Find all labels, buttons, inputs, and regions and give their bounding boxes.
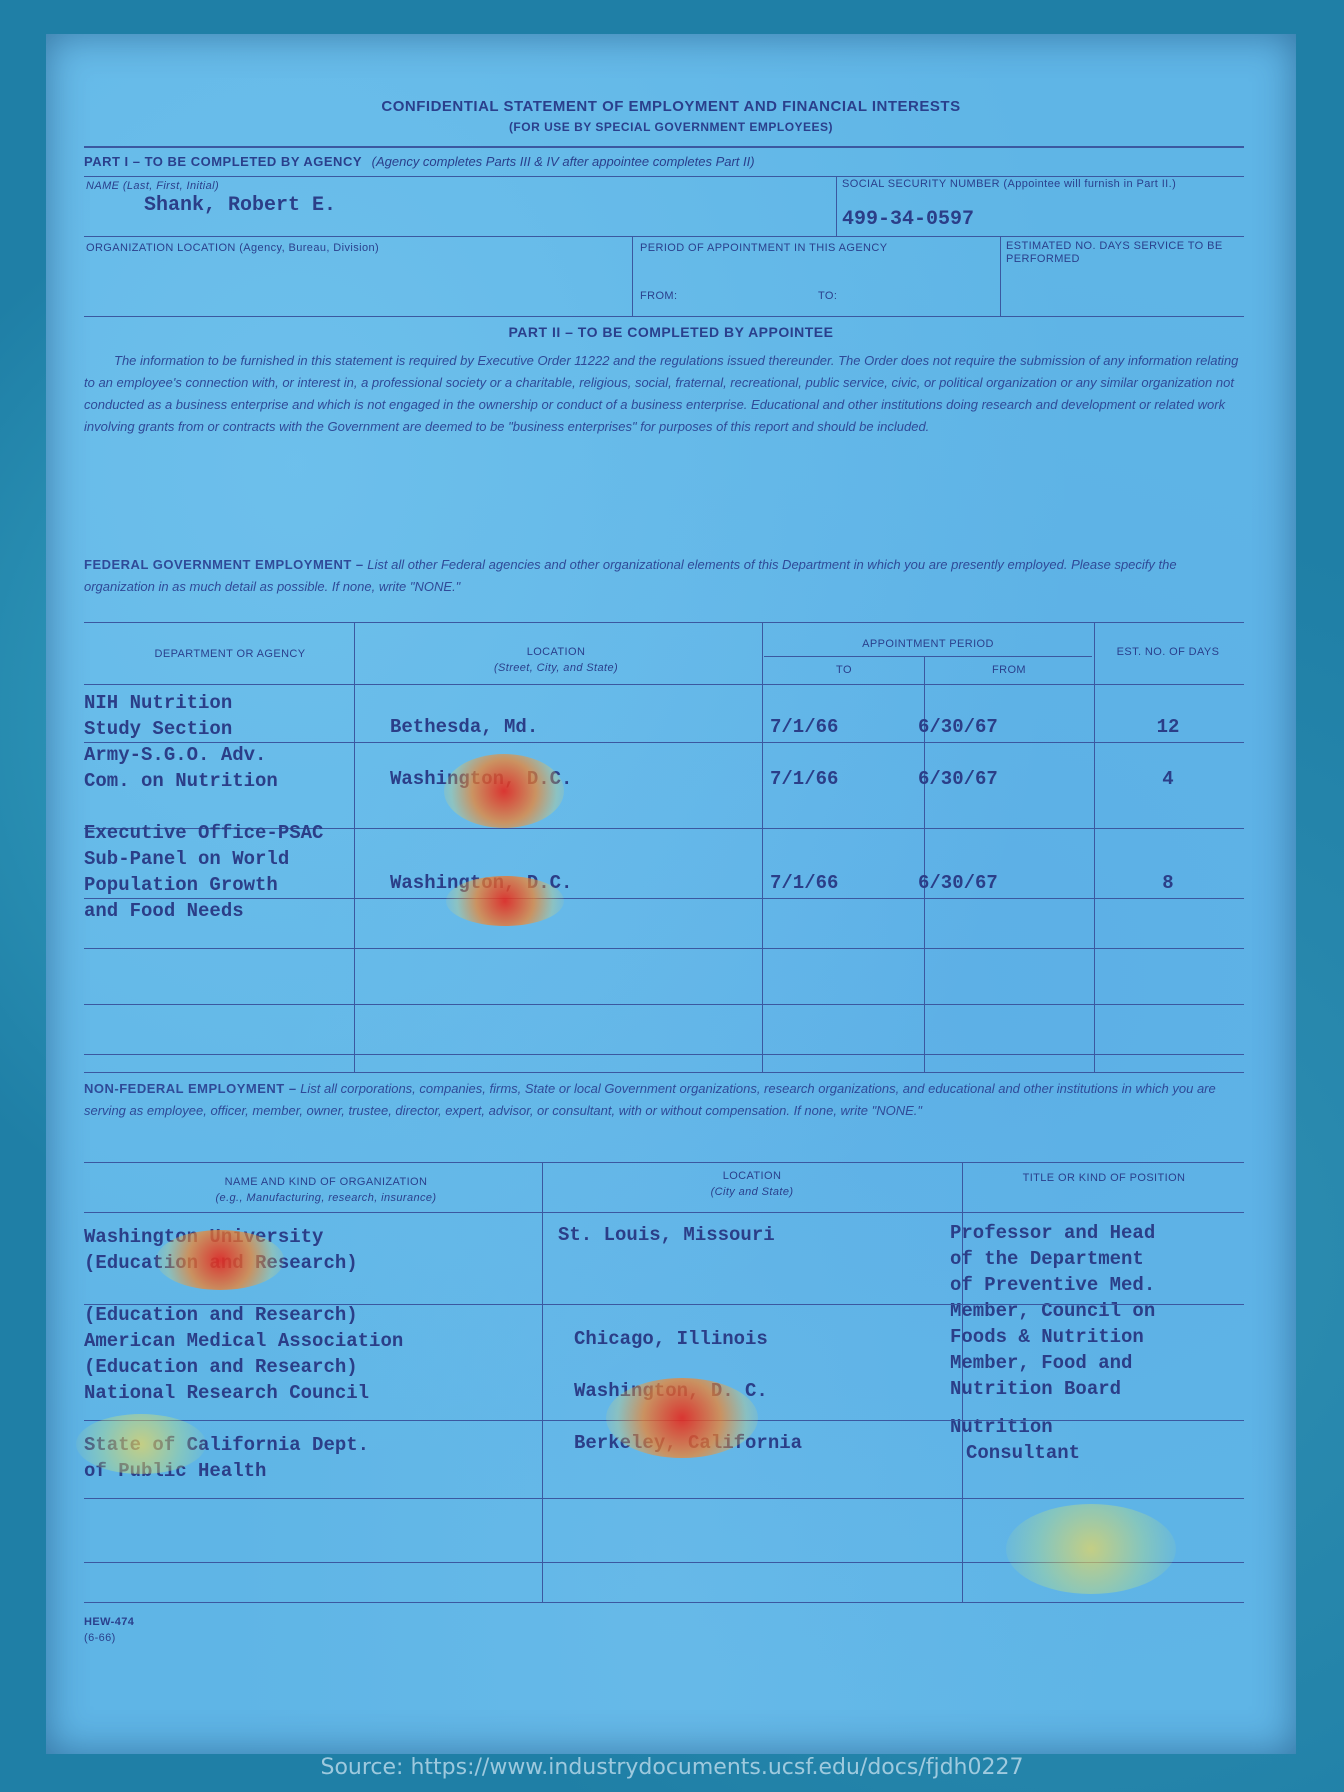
part2-heading: PART II – TO BE COMPLETED BY APPOINTEE: [508, 324, 834, 340]
fed-row3-dept-line2: Sub-Panel on World: [84, 848, 290, 870]
fed-col-to-header: TO: [836, 664, 852, 676]
form-subtitle: (FOR USE BY SPECIAL GOVERNMENT EMPLOYEES…: [508, 120, 834, 134]
federal-instructions: List all other Federal agencies and othe…: [84, 557, 1177, 594]
list-item: Foods & Nutrition: [950, 1326, 1144, 1348]
federal-instructions-block: FEDERAL GOVERNMENT EMPLOYMENT – List all…: [84, 554, 1244, 598]
list-item: Consultant: [966, 1442, 1081, 1464]
ssn-label: SOCIAL SECURITY NUMBER (Appointee will f…: [842, 178, 1177, 190]
list-item: (Education and Research): [84, 1356, 358, 1378]
fed-col-dept-header: DEPARTMENT OR AGENCY: [154, 648, 306, 660]
form-title: CONFIDENTIAL STATEMENT OF EMPLOYMENT AND…: [381, 98, 961, 115]
org-label: ORGANIZATION LOCATION (Agency, Bureau, D…: [86, 242, 380, 254]
heat-spot: [76, 1414, 206, 1474]
fed-row1-days: 12: [1156, 716, 1180, 738]
nonfed-col2-line1: St. Louis, Missouri: [558, 1224, 775, 1246]
fed-row3-dept-line4: and Food Needs: [84, 900, 244, 922]
fed-col-location-sub: (Street, City, and State): [493, 662, 619, 674]
fed-row3-to: 7/1/66: [770, 872, 839, 894]
source-caption: Source: https://www.industrydocuments.uc…: [320, 1755, 1024, 1780]
list-item: Nutrition Board: [950, 1378, 1122, 1400]
name-value: Shank, Robert E.: [144, 194, 337, 217]
fed-row1-to: 7/1/66: [770, 716, 839, 738]
table-row: Army-S.G.O. Adv. Com. on Nutrition: [84, 742, 278, 794]
fed-col-appt-header: APPOINTMENT PERIOD: [862, 638, 994, 650]
fed-row1-dept-line2: Study Section: [84, 718, 233, 740]
heat-spot: [444, 754, 564, 828]
fed-row2-dept-line1: Army-S.G.O. Adv.: [84, 744, 267, 766]
table-row: NIH Nutrition Study Section: [84, 690, 232, 742]
fed-row2-days: 4: [1162, 768, 1174, 790]
part1-heading: PART I – TO BE COMPLETED BY AGENCY: [84, 154, 362, 169]
list-item: Member, Council on: [950, 1300, 1156, 1322]
fed-row3-from: 6/30/67: [918, 872, 998, 894]
fed-col-from-header: FROM: [992, 664, 1026, 676]
fed-col-location-header: LOCATION: [526, 646, 586, 658]
part1-note: (Agency completes Parts III & IV after a…: [371, 154, 755, 169]
fed-row1-location: Bethesda, Md.: [390, 716, 539, 738]
form-code: HEW-474: [84, 1616, 135, 1628]
nonfed-col-location-sub: (City and State): [710, 1186, 794, 1198]
to-label: TO:: [818, 290, 838, 302]
list-item: Professor and Head: [950, 1222, 1156, 1244]
ssn-value: 499-34-0597: [842, 208, 975, 231]
heat-spot: [606, 1378, 758, 1458]
fed-row3-dept-line3: Population Growth: [84, 874, 278, 896]
fed-row2-from: 6/30/67: [918, 768, 998, 790]
nonfederal-heading: NON-FEDERAL EMPLOYMENT –: [84, 1081, 297, 1096]
fed-row2-to: 7/1/66: [770, 768, 839, 790]
list-item: (Education and Research): [84, 1304, 358, 1326]
form-page: CONFIDENTIAL STATEMENT OF EMPLOYMENT AND…: [46, 34, 1296, 1754]
list-item: of Preventive Med.: [950, 1274, 1156, 1296]
fed-row3-days: 8: [1162, 872, 1174, 894]
federal-heading: FEDERAL GOVERNMENT EMPLOYMENT –: [84, 557, 364, 572]
fed-row3-dept-line1: Executive Office-PSAC: [84, 822, 324, 844]
heat-spot: [446, 876, 564, 926]
from-label: FROM:: [640, 290, 678, 302]
nonfederal-instructions: List all corporations, companies, firms,…: [84, 1081, 1216, 1118]
fed-col-days-header: EST. NO. OF DAYS: [1116, 646, 1220, 658]
nonfed-col3: Professor and Head of the Department of …: [950, 1220, 1155, 1466]
period-label: PERIOD OF APPOINTMENT IN THIS AGENCY: [640, 242, 888, 254]
list-item: Nutrition: [950, 1416, 1053, 1438]
table-row: Executive Office-PSAC Sub-Panel on World…: [84, 820, 323, 924]
list-item: American Medical Association: [84, 1330, 404, 1352]
list-item: National Research Council: [84, 1382, 370, 1404]
intro-paragraph: The information to be furnished in this …: [84, 353, 1239, 434]
part1-heading-row: PART I – TO BE COMPLETED BY AGENCY (Agen…: [84, 154, 755, 169]
nonfederal-instructions-block: NON-FEDERAL EMPLOYMENT – List all corpor…: [84, 1078, 1244, 1122]
heat-spot: [1006, 1504, 1176, 1594]
heat-spot: [156, 1230, 284, 1290]
fed-row1-from: 6/30/67: [918, 716, 998, 738]
nonfed-col2-line2: Chicago, Illinois: [574, 1328, 768, 1350]
list-item: of the Department: [950, 1248, 1144, 1270]
name-label: NAME (Last, First, Initial): [86, 180, 220, 192]
form-date: (6-66): [84, 1632, 116, 1644]
list-item: Member, Food and: [950, 1352, 1133, 1374]
nonfed-col-title-header: TITLE OR KIND OF POSITION: [1022, 1172, 1186, 1184]
fed-row1-dept-line1: NIH Nutrition: [84, 692, 233, 714]
nonfed-col-name-header: NAME AND KIND OF ORGANIZATION: [224, 1176, 428, 1188]
est-days-label: ESTIMATED NO. DAYS SERVICE TO BE PERFORM…: [1006, 240, 1223, 265]
nonfed-col-name-sub: (e.g., Manufacturing, research, insuranc…: [215, 1192, 437, 1204]
nonfed-col-location-header: LOCATION: [722, 1170, 782, 1182]
fed-row2-dept-line2: Com. on Nutrition: [84, 770, 278, 792]
